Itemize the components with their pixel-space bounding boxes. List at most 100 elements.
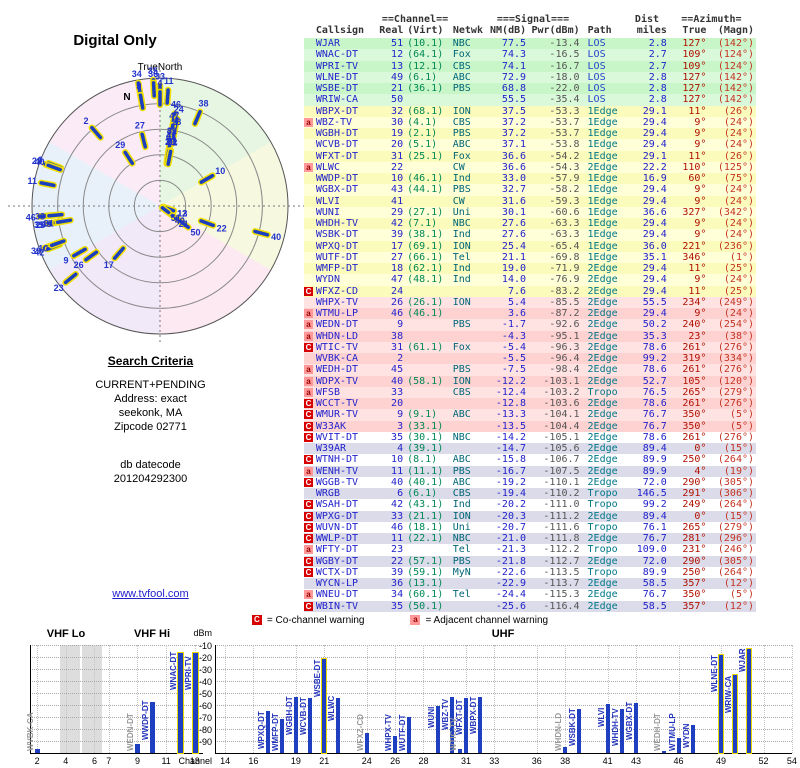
signal-bar [478, 696, 483, 753]
radar-spoke [138, 93, 145, 110]
table-row: C WMUR-TV 9 (9.1) ABC -13.3 -104.1 2Edge 76.7 350… [304, 409, 756, 421]
adjacent-channel-legend-text: = Adjacent channel warning [425, 615, 549, 626]
table-row: WSBE-DT 21 (36.1) PBS 68.8 -22.0 LOS 2.8 127° (14… [304, 83, 756, 95]
radar-channel-label: 18 [171, 117, 181, 127]
radar-spoke [199, 173, 215, 184]
gridline [678, 645, 680, 753]
radar-channel-label: 50 [190, 228, 200, 238]
bar-callsign-label: WBPX-DT [469, 696, 479, 735]
signal-bar [435, 705, 440, 753]
bar-callsign-label: WVBK-CA [26, 712, 36, 751]
tvfool-link[interactable]: www.tvfool.com [112, 588, 189, 600]
radar-channel-label: 45 [41, 219, 51, 229]
table-row: W39AR 4 (39.1) -14.7 -105.6 2Edge 89.4 0° (15°) [304, 443, 756, 455]
gridline [166, 645, 168, 753]
radar-channel-label: 35 [34, 220, 44, 230]
bar-callsign-label: WRIW-CA [724, 675, 734, 713]
radar-channel-label: 22 [32, 156, 42, 166]
virt-column-header: (Virt) [407, 25, 444, 36]
bar-callsign-label: WEDH-DT [653, 713, 663, 751]
north-label: N [123, 92, 130, 103]
channel-group-header: ==Channel== [381, 14, 449, 25]
adjacent-channel-flag-icon: a [304, 309, 313, 318]
signal-bar [279, 719, 284, 753]
radar-sectors [32, 78, 288, 334]
x-axis [215, 753, 792, 754]
search-criteria: Search Criteria CURRENT+PENDING Address:… [38, 354, 263, 486]
signal-bar [605, 704, 610, 753]
gridline [215, 729, 792, 730]
table-header: ==Channel== ===Signal=== Dist ==Azimuth=… [304, 14, 756, 36]
radar-channel-label: 10 [215, 166, 225, 176]
table-row: WWDP-DT 10 (46.1) Ind 33.0 -57.9 1Edge 16.9 60°(… [304, 173, 756, 185]
signal-bar [619, 708, 624, 753]
radar-spoke [165, 88, 170, 105]
radar-channel-label: 34 [132, 69, 142, 79]
table-row: WRIW-CA 50 55.5 -35.4 LOS 2.8 127° (142°) [304, 94, 756, 106]
table-row: WFXT-DT 31 (25.1) Fox 36.6 -54.2 1Edge 29.1 11°(… [304, 150, 756, 162]
radar-channel-label: 22 [217, 223, 227, 233]
radar-spoke [47, 212, 64, 218]
x-axis-tick-label: 16 [248, 756, 259, 766]
signal-bar [308, 697, 313, 753]
gridline [30, 729, 203, 730]
radar-channel-label: 33 [155, 72, 165, 82]
table-row: C WCTX-DT 39 (59.1) MyN -22.6 -113.5 Tropo 89.9 2… [304, 566, 756, 578]
bar-callsign-label: WSBE-DT [313, 659, 323, 697]
channel-axis-label: Channel [178, 756, 212, 766]
vhf-lo-label: VHF Lo [46, 628, 86, 640]
x-axis-tick-label: 26 [390, 756, 401, 766]
path-column-header: Path [587, 25, 612, 36]
co-channel-flag-icon: C [304, 500, 313, 510]
co-channel-flag-icon: C [304, 567, 313, 577]
table-row: WNAC-DT 12 (64.1) Fox 74.3 -16.5 LOS 2.7 109° (12… [304, 49, 756, 61]
signal-bar [407, 716, 412, 753]
gridline [253, 645, 255, 753]
adjacent-channel-flag-icon: a [304, 365, 313, 375]
signal-bar [690, 725, 695, 753]
bar-callsign-label: WUTF-DT [398, 714, 408, 751]
radar-channel-label: 49 [175, 216, 185, 226]
table-row: WBPX-DT 32 (68.1) ION 37.5 -53.3 1Edge 29.1 11°(… [304, 105, 756, 117]
table-row: C WFXZ-CD 24 7.6 -83.2 2Edge 29.4 11° (25°) [304, 285, 756, 297]
bar-callsign-label: WGBX-DT [625, 701, 634, 741]
radar-channel-label: 9 [136, 81, 141, 91]
bar-callsign-label: WHDN-LD [554, 712, 564, 751]
radar-spoke [39, 181, 56, 188]
gridline [215, 741, 792, 742]
x-axis-tick-label: 2 [34, 756, 40, 766]
y-axis-tick-label: -60 [198, 701, 212, 711]
y-axis-tick-label: -20 [198, 653, 212, 663]
table-row: a WEDH-DT 45 PBS -7.5 -98.4 2Edge 78.6 261° (276°… [304, 364, 756, 376]
y-axis-tick-label: -10 [198, 641, 212, 651]
radar-channel-label: 42 [34, 247, 44, 257]
table-row: C WVIT-DT 35 (30.1) NBC -14.2 -105.1 2Edge 78.6 2… [304, 431, 756, 443]
gridline [30, 693, 203, 694]
radar-channel-label: 11 [164, 76, 174, 86]
table-row: WHPX-TV 26 (26.1) ION 5.4 -85.5 2Edge 55.5 234°(… [304, 296, 756, 308]
y-axis [30, 645, 31, 753]
radar-spoke [90, 125, 103, 140]
gridline [94, 645, 96, 753]
gridline [37, 645, 39, 753]
signal-bar [321, 658, 328, 754]
radar-channel-label: 3 [136, 81, 141, 91]
table-row: a WFSB 33 CBS -12.4 -103.2 Tropo 76.5 265° (279°) [304, 386, 756, 398]
adjacent-channel-flag-icon: a [304, 320, 313, 330]
radar-spoke [112, 246, 125, 260]
bar-callsign-label: WLWC [327, 695, 337, 721]
gridline [423, 645, 425, 753]
signal-bar [364, 732, 369, 753]
radar-channel-label: 38 [199, 98, 209, 108]
table-row: WCVB-DT 20 (5.1) ABC 37.1 -53.8 1Edge 29.4 9° (24… [304, 139, 756, 151]
radar-channel-label: 43 [166, 132, 176, 142]
gridline [30, 717, 203, 718]
radar-channel-label: 27 [135, 120, 145, 130]
table-row: C WGBY-DT 22 (57.1) PBS -21.8 -112.7 2Edge 72.0 2… [304, 555, 756, 567]
radar-sector [160, 206, 271, 334]
bar-callsign-label: WHPX-TV [384, 714, 394, 751]
bar-callsign-label: WTIC-TV [448, 717, 458, 751]
gridline [763, 645, 765, 753]
